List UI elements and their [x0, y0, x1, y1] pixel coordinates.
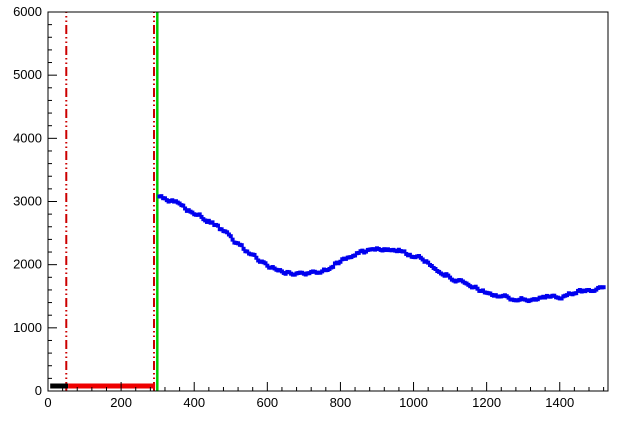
y-tick-label: 4000 [13, 130, 42, 145]
y-tick-label: 6000 [13, 4, 42, 19]
x-tick-label: 400 [183, 395, 205, 410]
x-tick-label: 1400 [545, 395, 574, 410]
x-tick-label: 1200 [472, 395, 501, 410]
x-tick-label: 1000 [399, 395, 428, 410]
y-tick-label: 3000 [13, 194, 42, 209]
y-tick-label: 5000 [13, 67, 42, 82]
y-tick-label: 0 [35, 383, 42, 398]
x-tick-label: 200 [110, 395, 132, 410]
x-tick-label: 0 [44, 395, 51, 410]
x-tick-label: 800 [330, 395, 352, 410]
x-tick-label: 600 [256, 395, 278, 410]
y-tick-label: 2000 [13, 257, 42, 272]
y-tick-label: 1000 [13, 320, 42, 335]
